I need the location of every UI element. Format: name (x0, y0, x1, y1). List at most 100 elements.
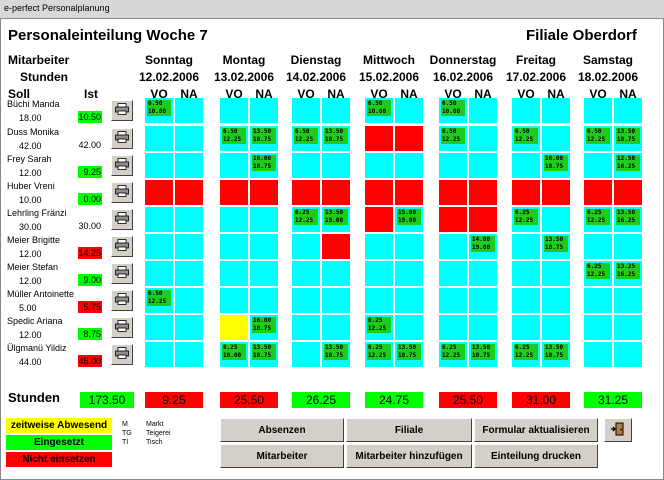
print-schedule-button[interactable]: Einteilung drucken (474, 444, 598, 468)
shift-cell-vo[interactable] (512, 98, 540, 123)
shift-cell-na[interactable] (469, 261, 497, 286)
shift-cell-vo[interactable] (439, 288, 467, 313)
shift-cell-vo[interactable] (292, 234, 320, 259)
shift-cell-vo[interactable] (365, 234, 393, 259)
filiale-button[interactable]: Filiale (346, 418, 472, 442)
shift-cell-vo[interactable] (512, 153, 540, 178)
shift-cell-na[interactable] (614, 234, 642, 259)
shift-cell-na[interactable] (469, 288, 497, 313)
shift-cell-vo[interactable] (439, 180, 467, 205)
shift-cell-vo[interactable]: 6.25 12.25 (365, 342, 393, 367)
shift-cell-na[interactable]: 16.00 18.75 (250, 315, 278, 340)
shift-cell-na[interactable] (322, 315, 350, 340)
shift-cell-na[interactable]: 13.50 19.00 (322, 207, 350, 232)
shift-cell-vo[interactable] (292, 261, 320, 286)
shift-cell-vo[interactable] (512, 180, 540, 205)
shift-cell-vo[interactable] (220, 98, 248, 123)
shift-cell-na[interactable] (175, 315, 203, 340)
shift-cell-vo[interactable] (365, 261, 393, 286)
print-employee-button[interactable] (111, 182, 133, 203)
print-employee-button[interactable] (111, 128, 133, 149)
shift-cell-vo[interactable] (220, 261, 248, 286)
shift-cell-vo[interactable] (584, 342, 612, 367)
shift-cell-na[interactable]: 13.50 18.75 (469, 342, 497, 367)
shift-cell-vo[interactable] (512, 315, 540, 340)
shift-cell-vo[interactable] (365, 126, 393, 151)
shift-cell-na[interactable] (322, 180, 350, 205)
shift-cell-vo[interactable] (365, 288, 393, 313)
shift-cell-vo[interactable] (584, 98, 612, 123)
shift-cell-vo[interactable] (145, 261, 173, 286)
shift-cell-vo[interactable] (439, 261, 467, 286)
shift-cell-na[interactable] (175, 98, 203, 123)
shift-cell-na[interactable] (250, 234, 278, 259)
shift-cell-na[interactable] (614, 98, 642, 123)
shift-cell-na[interactable] (542, 207, 570, 232)
shift-cell-vo[interactable] (145, 207, 173, 232)
shift-cell-na[interactable] (175, 207, 203, 232)
shift-cell-vo[interactable] (292, 153, 320, 178)
shift-cell-na[interactable] (469, 207, 497, 232)
shift-cell-na[interactable] (542, 98, 570, 123)
shift-cell-na[interactable]: 15.00 19.00 (395, 207, 423, 232)
shift-cell-na[interactable] (322, 234, 350, 259)
shift-cell-na[interactable] (175, 342, 203, 367)
shift-cell-vo[interactable] (292, 98, 320, 123)
shift-cell-vo[interactable]: 6.25 12.25 (584, 207, 612, 232)
shift-cell-na[interactable] (395, 98, 423, 123)
shift-cell-vo[interactable] (512, 261, 540, 286)
shift-cell-na[interactable]: 12.50 16.25 (614, 153, 642, 178)
shift-cell-na[interactable] (175, 153, 203, 178)
shift-cell-vo[interactable] (145, 180, 173, 205)
print-employee-button[interactable] (111, 290, 133, 311)
shift-cell-na[interactable] (469, 98, 497, 123)
shift-cell-vo[interactable] (584, 315, 612, 340)
print-employee-button[interactable] (111, 100, 133, 121)
shift-cell-na[interactable] (395, 126, 423, 151)
shift-cell-vo[interactable] (584, 153, 612, 178)
shift-cell-vo[interactable] (439, 315, 467, 340)
shift-cell-na[interactable] (469, 126, 497, 151)
shift-cell-na[interactable] (322, 261, 350, 286)
shift-cell-vo[interactable] (145, 153, 173, 178)
print-employee-button[interactable] (111, 155, 133, 176)
update-form-button[interactable]: Formular aktualisieren (474, 418, 598, 442)
shift-cell-vo[interactable] (365, 207, 393, 232)
shift-cell-vo[interactable] (292, 315, 320, 340)
shift-cell-na[interactable] (395, 153, 423, 178)
shift-cell-vo[interactable]: 6.50 10.00 (365, 98, 393, 123)
shift-cell-na[interactable] (542, 126, 570, 151)
shift-cell-na[interactable]: 13.50 18.75 (542, 234, 570, 259)
shift-cell-vo[interactable]: 6.50 12.25 (512, 126, 540, 151)
shift-cell-na[interactable] (614, 342, 642, 367)
shift-cell-na[interactable]: 13.50 18.75 (322, 342, 350, 367)
shift-cell-na[interactable] (542, 180, 570, 205)
shift-cell-vo[interactable]: 6.25 12.25 (584, 261, 612, 286)
print-employee-button[interactable] (111, 317, 133, 338)
shift-cell-vo[interactable] (292, 342, 320, 367)
shift-cell-na[interactable] (175, 180, 203, 205)
shift-cell-vo[interactable]: 6.50 12.25 (584, 126, 612, 151)
shift-cell-vo[interactable] (439, 153, 467, 178)
shift-cell-vo[interactable] (220, 180, 248, 205)
shift-cell-na[interactable]: 14.00 19.00 (469, 234, 497, 259)
shift-cell-na[interactable] (175, 261, 203, 286)
shift-cell-na[interactable] (322, 288, 350, 313)
shift-cell-vo[interactable] (145, 342, 173, 367)
shift-cell-na[interactable]: 13.25 16.25 (614, 261, 642, 286)
shift-cell-vo[interactable] (292, 288, 320, 313)
shift-cell-na[interactable] (542, 288, 570, 313)
shift-cell-vo[interactable] (584, 234, 612, 259)
shift-cell-na[interactable] (322, 153, 350, 178)
shift-cell-vo[interactable]: 6.25 12.25 (292, 207, 320, 232)
print-employee-button[interactable] (111, 236, 133, 257)
shift-cell-vo[interactable]: 6.50 12.25 (220, 126, 248, 151)
shift-cell-vo[interactable]: 6.25 12.25 (512, 207, 540, 232)
shift-cell-vo[interactable]: 6.25 12.25 (365, 315, 393, 340)
shift-cell-vo[interactable]: 6.50 10.00 (145, 98, 173, 123)
print-employee-button[interactable] (111, 209, 133, 230)
shift-cell-vo[interactable]: 6.25 12.25 (512, 342, 540, 367)
shift-cell-na[interactable] (250, 180, 278, 205)
shift-cell-na[interactable] (469, 315, 497, 340)
print-employee-button[interactable] (111, 344, 133, 365)
